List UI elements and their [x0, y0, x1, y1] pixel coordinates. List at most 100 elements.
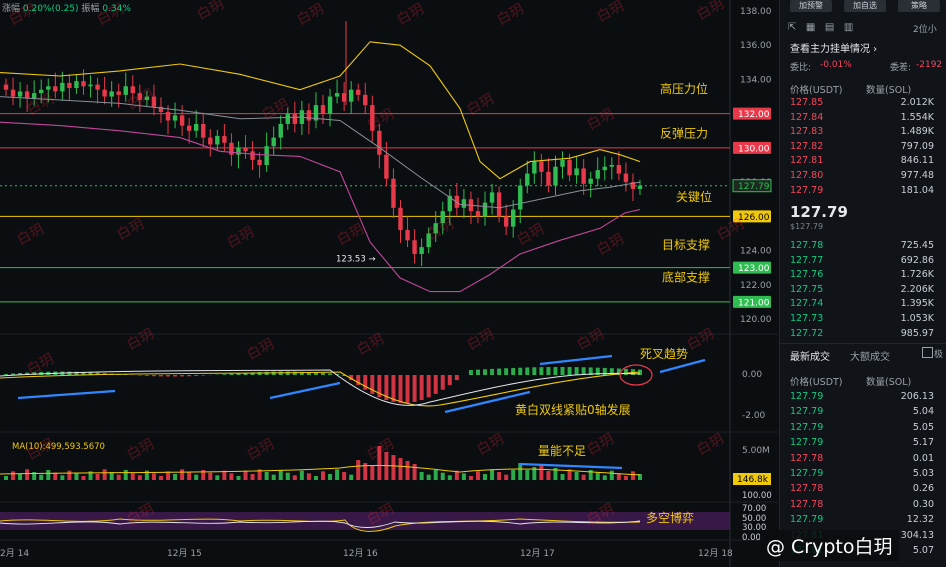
bid-row[interactable]: 127.76 1.726K: [790, 269, 940, 283]
ask-row[interactable]: 127.81 846.11: [790, 155, 940, 169]
ask-row[interactable]: 127.83 1.489K: [790, 126, 940, 140]
volume-bar: [426, 474, 431, 480]
ask-row[interactable]: 127.85 2.012K: [790, 97, 940, 111]
volume-bar: [461, 473, 466, 480]
ask-price: 127.84: [790, 111, 824, 123]
level-label: 反弹压力: [660, 127, 708, 141]
candle-body: [3, 84, 9, 90]
watermark-text: 白玥: [194, 0, 226, 24]
bid-qty: 1.395K: [900, 298, 934, 310]
divider: [780, 343, 946, 344]
level-tag: [733, 141, 771, 154]
trades-col-price: 价格(USDT): [790, 377, 843, 388]
candle-body: [588, 178, 593, 184]
main-order-link[interactable]: 查看主力挂单情况 ›: [790, 44, 878, 55]
trend-arrow: [539, 354, 613, 366]
level-label: 目标支撑: [662, 237, 710, 252]
trade-qty: 0.01: [912, 452, 934, 464]
tab-large-trades[interactable]: 大额成交: [850, 352, 890, 363]
bid-price: 127.75: [790, 283, 824, 295]
ask-row[interactable]: 127.80 977.48: [790, 170, 940, 184]
ask-qty: 2.012K: [900, 97, 934, 108]
strategy-button[interactable]: 策略: [898, 0, 940, 12]
macd-bar: [475, 369, 480, 375]
trade-price: 127.79: [790, 406, 824, 418]
volume-bar: [475, 471, 480, 480]
trade-row[interactable]: 127.78 0.26: [790, 483, 940, 497]
bid-row[interactable]: 127.73 1.053K: [790, 313, 940, 327]
rsi-tick: 100.00: [742, 491, 772, 501]
macd-bar: [405, 375, 410, 403]
volume-bar: [391, 455, 396, 480]
macd-tick: 0.00: [742, 370, 762, 380]
volume-bar: [109, 472, 114, 480]
diff-value: -2192: [916, 60, 943, 70]
trade-qty: 0.26: [912, 483, 934, 495]
bid-row[interactable]: 127.78 725.45: [790, 240, 940, 254]
trade-row[interactable]: 127.79 5.03: [790, 468, 940, 482]
trade-row[interactable]: 127.79 5.04: [790, 406, 940, 420]
candle-body: [391, 178, 396, 208]
macd-bar: [490, 368, 495, 375]
volume-bar: [398, 458, 403, 480]
candle-body: [532, 161, 537, 174]
ask-row[interactable]: 127.84 1.554K: [790, 112, 940, 126]
death-cross-circle: [619, 364, 653, 386]
trend-arrow: [269, 381, 341, 400]
candle-body: [327, 96, 333, 114]
candle-body: [271, 137, 276, 147]
macd-bar: [511, 367, 516, 375]
trade-row[interactable]: 127.78 0.30: [790, 499, 940, 513]
boll-upper: [0, 41, 641, 180]
trade-row[interactable]: 127.79 206.13: [790, 391, 940, 405]
volume-bar: [264, 472, 269, 480]
macd-bar: [342, 375, 347, 376]
volume-bar: [88, 471, 93, 480]
trade-row[interactable]: 127.79 5.05: [790, 422, 940, 436]
rsi-line-2: [0, 520, 641, 528]
trade-row[interactable]: 127.79 5.17: [790, 437, 940, 451]
trade-qty: 206.13: [900, 391, 934, 402]
candle-body: [144, 96, 150, 100]
bid-row[interactable]: 127.77 692.86: [790, 255, 940, 269]
bid-row[interactable]: 127.72 985.97: [790, 328, 940, 342]
macd-bar: [299, 371, 304, 375]
time-tick: 12月 16: [343, 548, 378, 559]
favorite-button[interactable]: 加自选: [844, 0, 886, 12]
ask-row[interactable]: 127.79 181.04: [790, 185, 940, 199]
bid-row[interactable]: 127.74 1.395K: [790, 298, 940, 312]
trade-qty: 5.04: [912, 406, 934, 418]
macd-bar: [391, 375, 396, 402]
level-label: 高压力位: [660, 81, 708, 96]
volume-bar: [271, 474, 276, 480]
view-icons[interactable]: ⇱ ▦ ▤ ▥: [788, 22, 854, 33]
trade-row[interactable]: 127.78 0.01: [790, 453, 940, 467]
volume-bar: [638, 474, 642, 480]
current-price-text: 127.79: [738, 182, 770, 192]
precision-select[interactable]: 2位小: [913, 25, 937, 35]
volume-tick: 5.00M: [742, 446, 770, 456]
level-tag-text: 132.00: [738, 110, 770, 120]
ask-row[interactable]: 127.82 797.09: [790, 141, 940, 155]
watermark-text: 白玥: [594, 0, 626, 26]
candle-body: [102, 89, 107, 97]
candle-body: [341, 93, 347, 102]
large-only-checkbox[interactable]: [922, 347, 933, 358]
tab-latest-trades[interactable]: 最新成交: [790, 352, 830, 363]
macd-bar: [144, 375, 149, 376]
trade-row[interactable]: 127.79 12.32: [790, 514, 940, 528]
candle-body: [461, 199, 467, 208]
candle-body: [67, 82, 72, 88]
watermark-text: 白玥: [14, 221, 46, 248]
bid-price: 127.78: [790, 240, 824, 251]
bid-qty: 985.97: [900, 327, 934, 339]
volume-bar: [166, 471, 171, 480]
macd-bar: [377, 375, 382, 398]
macd-bar: [166, 375, 171, 377]
bid-row[interactable]: 127.75 2.206K: [790, 284, 940, 298]
watermark-text: 白玥: [114, 216, 146, 243]
candle-body: [637, 185, 643, 189]
candle-body: [412, 240, 417, 254]
alert-button[interactable]: 加预警: [790, 0, 832, 12]
